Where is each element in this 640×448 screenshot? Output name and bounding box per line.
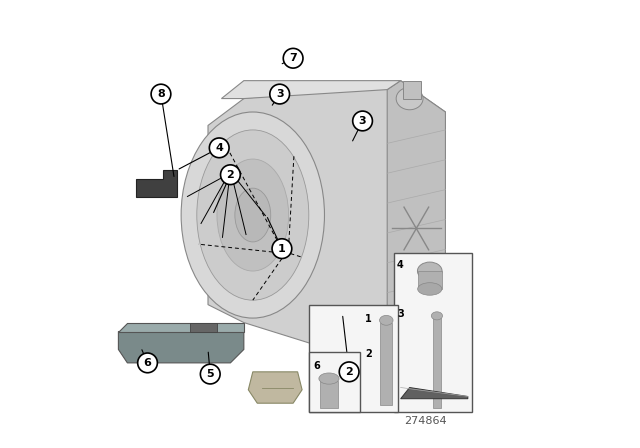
Circle shape <box>209 138 229 158</box>
Bar <box>403 81 421 99</box>
Ellipse shape <box>235 188 271 242</box>
Ellipse shape <box>217 159 289 271</box>
Bar <box>418 271 442 289</box>
Ellipse shape <box>197 130 309 300</box>
Polygon shape <box>248 372 302 403</box>
Text: 3: 3 <box>276 89 284 99</box>
Circle shape <box>339 362 359 382</box>
Polygon shape <box>221 81 401 99</box>
Text: 6: 6 <box>143 358 152 368</box>
Polygon shape <box>208 81 445 367</box>
Text: 2: 2 <box>365 349 372 359</box>
Ellipse shape <box>181 112 324 318</box>
Polygon shape <box>118 323 244 332</box>
Text: 8: 8 <box>157 89 165 99</box>
FancyBboxPatch shape <box>309 352 360 412</box>
Ellipse shape <box>380 315 393 325</box>
Ellipse shape <box>319 373 339 384</box>
Text: 4: 4 <box>397 260 404 270</box>
Text: 7: 7 <box>289 53 297 63</box>
FancyBboxPatch shape <box>394 253 472 412</box>
Ellipse shape <box>418 283 442 295</box>
Ellipse shape <box>396 87 423 110</box>
Text: 2: 2 <box>227 170 234 180</box>
Text: 1: 1 <box>365 314 372 323</box>
Circle shape <box>284 48 303 68</box>
Circle shape <box>353 111 372 131</box>
Ellipse shape <box>417 262 442 280</box>
Polygon shape <box>190 323 217 332</box>
Polygon shape <box>387 81 445 367</box>
FancyBboxPatch shape <box>309 305 398 412</box>
Text: 3: 3 <box>397 309 404 319</box>
Bar <box>433 318 441 408</box>
Polygon shape <box>136 170 177 197</box>
Circle shape <box>151 84 171 104</box>
Ellipse shape <box>431 312 442 320</box>
Polygon shape <box>401 388 468 399</box>
Polygon shape <box>118 332 244 363</box>
Circle shape <box>200 364 220 384</box>
Text: 2: 2 <box>345 367 353 377</box>
Circle shape <box>272 239 292 258</box>
Bar <box>320 381 338 408</box>
Bar <box>380 323 392 405</box>
Text: 1: 1 <box>278 244 286 254</box>
Text: 5: 5 <box>207 369 214 379</box>
Text: 6: 6 <box>314 361 320 370</box>
Circle shape <box>270 84 289 104</box>
Text: 4: 4 <box>215 143 223 153</box>
Text: 274864: 274864 <box>404 416 447 426</box>
Circle shape <box>221 165 240 185</box>
Text: 3: 3 <box>359 116 366 126</box>
Circle shape <box>138 353 157 373</box>
